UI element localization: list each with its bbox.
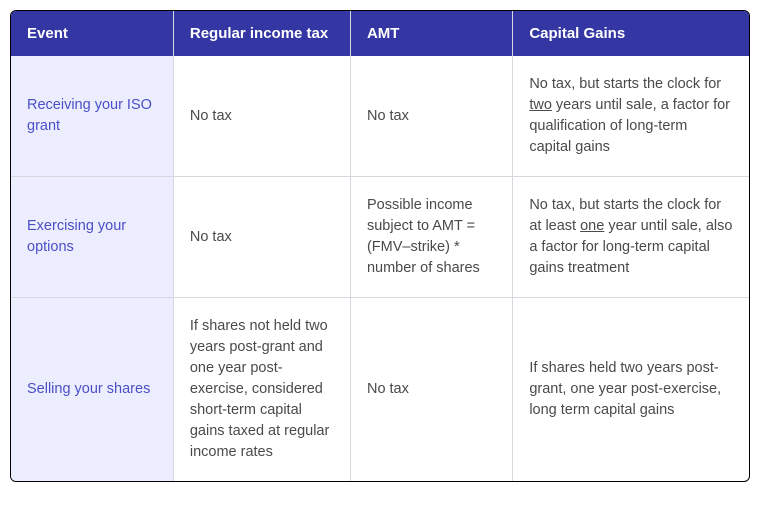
capital-pre: If shares held two years post-grant, one… xyxy=(529,360,721,418)
header-regular: Regular income tax xyxy=(173,11,350,56)
capital-cell: No tax, but starts the clock for two yea… xyxy=(513,56,749,177)
capital-pre: No tax, but starts the clock for xyxy=(529,76,721,92)
capital-underline: one xyxy=(580,218,604,234)
regular-cell: No tax xyxy=(173,177,350,298)
regular-cell: No tax xyxy=(173,56,350,177)
event-cell: Receiving your ISO grant xyxy=(11,56,173,177)
table-row: Selling your shares If shares not held t… xyxy=(11,298,749,482)
capital-underline: two xyxy=(529,97,552,113)
header-amt: AMT xyxy=(350,11,512,56)
table: Event Regular income tax AMT Capital Gai… xyxy=(11,11,749,481)
amt-cell: Possible income subject to AMT = (FMV–st… xyxy=(350,177,512,298)
table-row: Receiving your ISO grant No tax No tax N… xyxy=(11,56,749,177)
header-event: Event xyxy=(11,11,173,56)
table-row: Exercising your options No tax Possible … xyxy=(11,177,749,298)
regular-cell: If shares not held two years post-grant … xyxy=(173,298,350,482)
capital-post: years until sale, a factor for qualifica… xyxy=(529,97,730,155)
event-cell: Exercising your options xyxy=(11,177,173,298)
header-capital: Capital Gains xyxy=(513,11,749,56)
capital-cell: No tax, but starts the clock for at leas… xyxy=(513,177,749,298)
event-cell: Selling your shares xyxy=(11,298,173,482)
amt-cell: No tax xyxy=(350,56,512,177)
iso-tax-table: Event Regular income tax AMT Capital Gai… xyxy=(10,10,750,482)
header-row: Event Regular income tax AMT Capital Gai… xyxy=(11,11,749,56)
amt-cell: No tax xyxy=(350,298,512,482)
capital-cell: If shares held two years post-grant, one… xyxy=(513,298,749,482)
